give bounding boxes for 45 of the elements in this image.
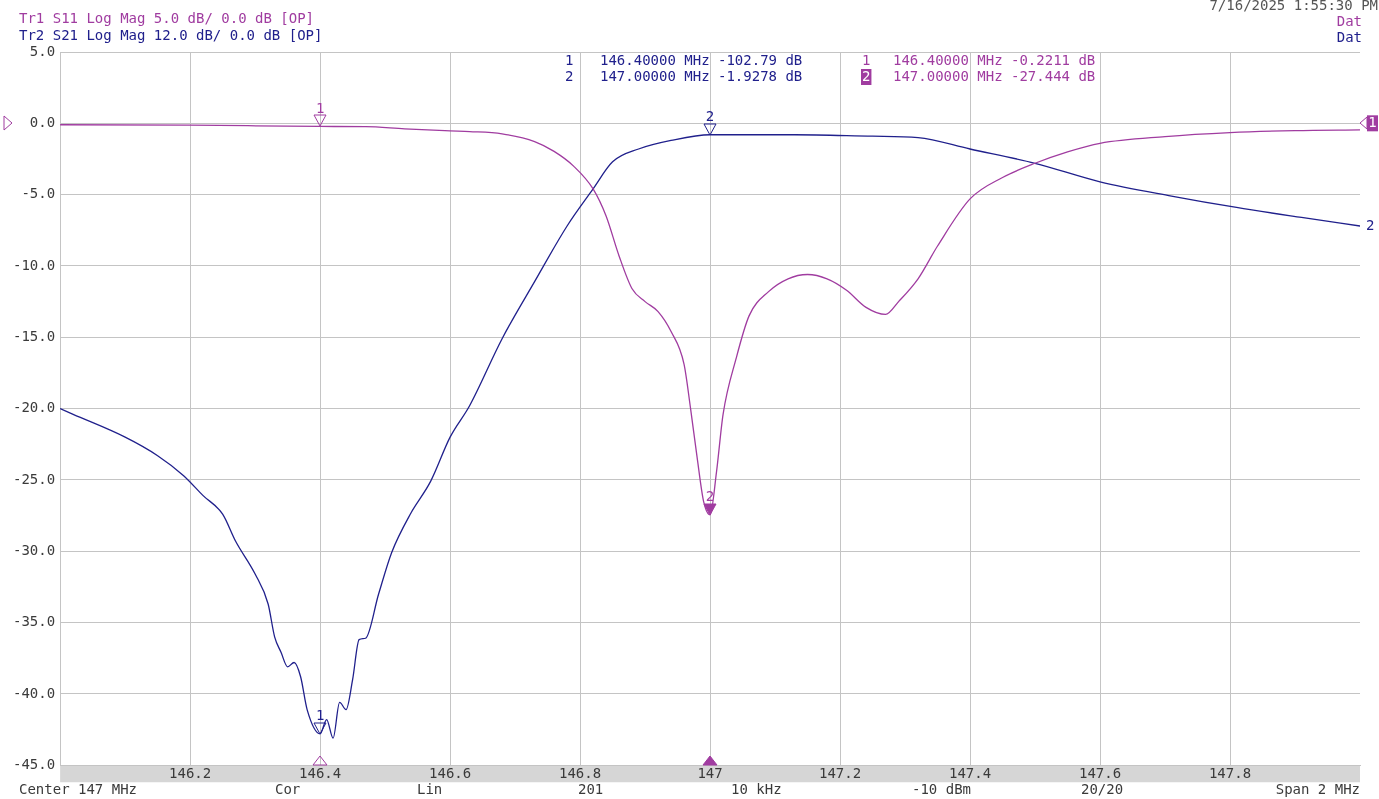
text: 7/16/2025 1:55:30 PM (1209, 0, 1378, 13)
x-tick-label: 146.8 (559, 765, 602, 782)
annotation: 2 (1366, 216, 1375, 233)
text: 201 (578, 780, 604, 797)
text: -10 dBm (912, 780, 972, 797)
text: Dat (1336, 12, 1362, 29)
text: Span 2 MHz (1275, 780, 1360, 797)
x-tick-label: 147.6 (1078, 765, 1122, 782)
annotation: 1 (315, 100, 325, 117)
text: Tr2 S21 Log Mag 12.0 dB/ 0.0 dB [OP] (19, 26, 323, 43)
annotation: 147.00000 MHz -1.9278 dB (600, 67, 803, 84)
text: Center 147 MHz (19, 780, 138, 797)
text: Lin (417, 780, 443, 797)
x-tick-label: 146.2 (169, 765, 212, 782)
y-tick-label: -35.0 (12, 613, 56, 630)
text: 20/20 (1081, 780, 1124, 797)
y-tick-label: -10.0 (12, 256, 56, 273)
y-tick-label: -5.0 (21, 185, 56, 202)
x-tick-label: 146.4 (299, 765, 342, 782)
text: 1 (1368, 113, 1377, 130)
annotation: 2 (862, 67, 871, 84)
annotation: 146.40000 MHz -0.2211 dB (893, 51, 1096, 68)
text: Dat (1336, 28, 1362, 45)
y-tick-label: 5.0 (29, 42, 56, 59)
text: Tr1 S11 Log Mag 5.0 dB/ 0.0 dB [OP] (19, 9, 315, 26)
x-tick-label: 147.8 (1208, 765, 1252, 782)
annotation: 146.40000 MHz -102.79 dB (600, 51, 803, 68)
x-tick-label: 147 (697, 765, 723, 782)
x-tick-label: 146.6 (429, 765, 472, 782)
y-tick-label: -45.0 (12, 755, 56, 772)
y-tick-label: -30.0 (12, 541, 56, 558)
text: Cor (275, 780, 301, 797)
y-tick-label: -40.0 (12, 684, 56, 701)
annotation: 1 (315, 707, 325, 724)
y-tick-label: 0.0 (29, 113, 56, 130)
annotation: 1 (565, 51, 574, 68)
y-tick-label: -25.0 (12, 470, 56, 487)
y-tick-label: -20.0 (12, 399, 56, 416)
annotation: 147.00000 MHz -27.444 dB (893, 67, 1096, 84)
x-tick-label: 147.2 (818, 765, 862, 782)
text: 10 kHz (731, 780, 782, 797)
x-tick-label: 147.4 (948, 765, 992, 782)
annotation: 1 (862, 51, 871, 68)
y-tick-label: -15.0 (12, 327, 56, 344)
annotation: 2 (565, 67, 574, 84)
